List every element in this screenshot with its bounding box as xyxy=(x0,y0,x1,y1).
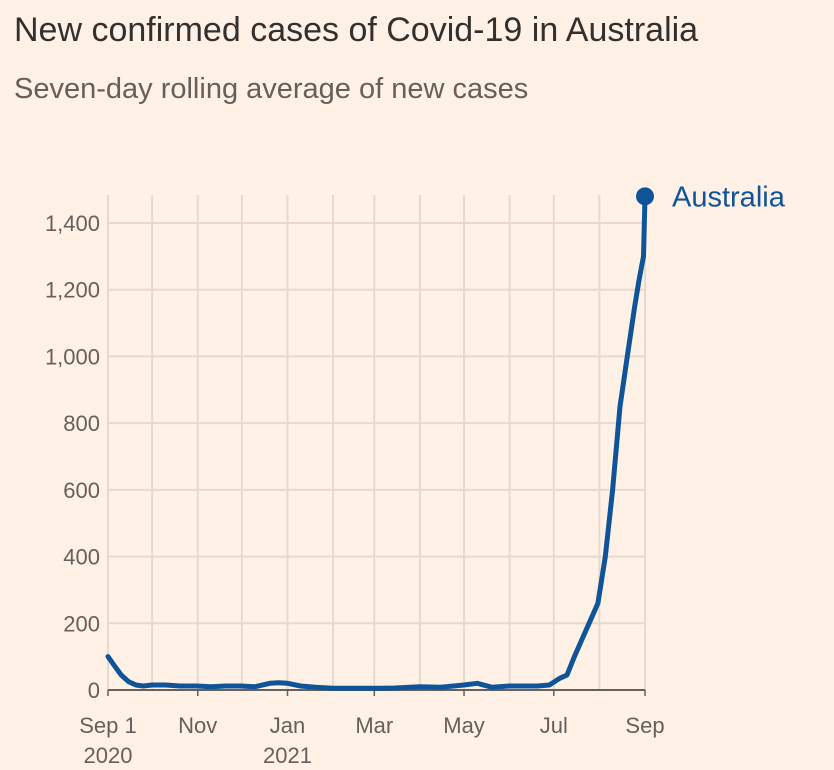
x-tick-label: Mar xyxy=(355,713,393,738)
chart-subtitle: Seven-day rolling average of new cases xyxy=(14,73,529,105)
y-tick-label: 0 xyxy=(88,678,100,703)
series-label: Australia xyxy=(672,181,786,213)
x-tick-label: Sep xyxy=(625,713,664,738)
y-tick-label: 600 xyxy=(63,478,100,503)
series-line-australia xyxy=(105,193,648,691)
series-end-marker xyxy=(636,187,654,206)
y-tick-label: 1,400 xyxy=(45,211,100,236)
x-tick-year-label: 2021 xyxy=(263,743,312,768)
x-tick-label: Jan xyxy=(270,713,305,738)
x-tick-label: Sep 1 xyxy=(79,713,137,738)
x-tick-year-label: 2020 xyxy=(84,743,133,768)
x-tick-label: Jul xyxy=(540,713,568,738)
y-tick-label: 200 xyxy=(63,611,100,636)
y-tick-label: 1,200 xyxy=(45,278,100,303)
x-tick-label: Nov xyxy=(178,713,217,738)
chart-title: New confirmed cases of Covid-19 in Austr… xyxy=(14,11,699,49)
y-tick-label: 800 xyxy=(63,411,100,436)
y-tick-label: 400 xyxy=(63,545,100,570)
x-tick-label: May xyxy=(443,713,485,738)
y-tick-label: 1,000 xyxy=(45,344,100,369)
